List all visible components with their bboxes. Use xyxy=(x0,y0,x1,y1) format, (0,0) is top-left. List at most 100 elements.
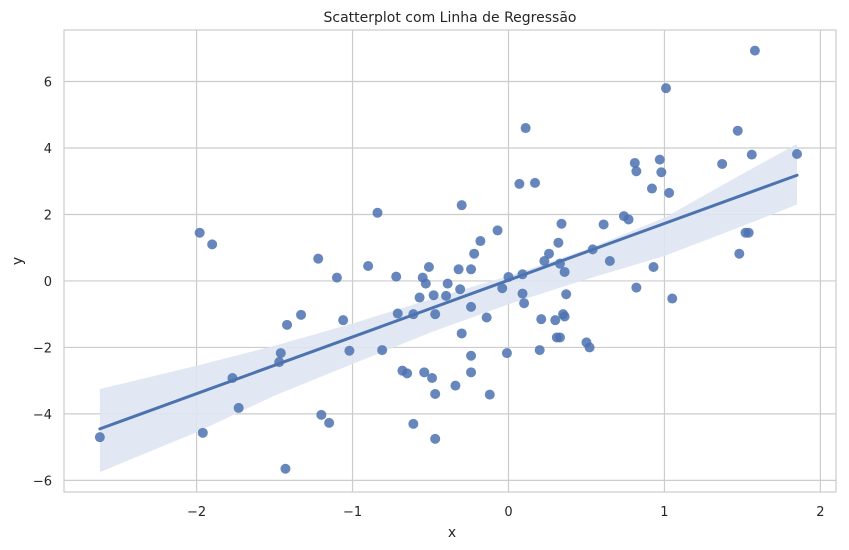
data-point xyxy=(194,227,205,238)
data-point xyxy=(556,218,567,229)
data-point xyxy=(324,417,335,428)
y-tick-label: 6 xyxy=(44,76,52,91)
data-point xyxy=(456,328,467,339)
data-point xyxy=(654,154,665,165)
data-point xyxy=(280,463,291,474)
data-point xyxy=(732,125,743,136)
y-tick-label: −2 xyxy=(33,341,52,356)
data-point xyxy=(466,367,477,378)
data-point xyxy=(420,278,431,289)
y-tick-label: 0 xyxy=(44,275,52,290)
data-point xyxy=(377,345,388,356)
y-tick-labels: −6 −4 −2 0 2 4 6 xyxy=(33,76,52,490)
data-point xyxy=(792,148,803,159)
data-point xyxy=(331,272,342,283)
data-point xyxy=(559,311,570,322)
data-point xyxy=(475,236,486,247)
x-tick-label: 1 xyxy=(660,505,668,520)
data-point xyxy=(746,149,757,160)
data-point xyxy=(664,187,675,198)
data-point xyxy=(554,332,565,343)
data-point xyxy=(316,409,327,420)
x-tick-label: −2 xyxy=(187,505,206,520)
data-point xyxy=(338,315,349,326)
data-point xyxy=(414,292,425,303)
data-point xyxy=(296,309,307,320)
data-point xyxy=(197,427,208,438)
data-point xyxy=(561,289,572,300)
data-point xyxy=(550,315,561,326)
data-point xyxy=(623,214,634,225)
y-tick-label: −6 xyxy=(33,474,52,489)
data-point xyxy=(536,314,547,325)
data-point xyxy=(282,319,293,330)
data-point xyxy=(539,256,550,266)
data-point xyxy=(233,402,244,413)
data-point xyxy=(604,256,615,266)
x-tick-label: 2 xyxy=(816,505,824,520)
x-tick-label: 0 xyxy=(504,505,512,520)
data-point xyxy=(584,342,595,353)
data-point xyxy=(517,288,528,299)
data-point xyxy=(344,345,355,356)
data-point xyxy=(275,348,286,359)
data-point xyxy=(441,290,452,301)
data-point xyxy=(423,261,434,272)
data-point xyxy=(717,158,728,169)
data-point xyxy=(529,177,540,188)
data-point xyxy=(743,227,754,238)
data-point xyxy=(631,282,642,293)
data-point xyxy=(419,367,430,378)
data-point xyxy=(534,345,545,356)
x-tick-label: −1 xyxy=(343,505,362,520)
data-point xyxy=(313,253,324,264)
data-point xyxy=(455,284,466,295)
data-point xyxy=(456,200,467,211)
data-point xyxy=(402,368,413,379)
data-point xyxy=(514,178,525,189)
data-point xyxy=(484,389,495,400)
x-tick-labels: −2 −1 0 1 2 xyxy=(187,505,825,520)
data-point xyxy=(648,261,659,272)
data-point xyxy=(450,380,461,391)
data-point xyxy=(734,248,745,259)
data-point xyxy=(466,301,477,312)
regression-line xyxy=(98,173,799,431)
data-point xyxy=(207,239,218,250)
data-point xyxy=(363,260,374,271)
data-point xyxy=(442,278,453,289)
data-point xyxy=(497,283,508,294)
chart-title: Scatterplot com Linha de Regressão xyxy=(324,10,577,26)
data-point xyxy=(519,298,530,309)
data-point xyxy=(427,372,438,383)
data-point xyxy=(492,225,503,236)
data-point xyxy=(469,248,480,259)
x-axis-label: x xyxy=(448,525,456,541)
data-point xyxy=(631,166,642,177)
data-point xyxy=(598,219,609,230)
data-point xyxy=(430,309,441,320)
data-point xyxy=(667,293,678,304)
data-point xyxy=(391,271,402,282)
data-point xyxy=(372,207,383,218)
data-point xyxy=(481,312,492,323)
data-point xyxy=(559,266,570,277)
data-point xyxy=(430,433,441,444)
data-point xyxy=(749,45,760,56)
data-point xyxy=(392,308,403,319)
data-point xyxy=(408,418,419,429)
data-point xyxy=(466,350,477,361)
data-point xyxy=(428,290,439,301)
confidence-band xyxy=(99,144,797,473)
data-point xyxy=(553,237,564,248)
data-point xyxy=(501,348,512,359)
data-point xyxy=(94,432,105,443)
data-point xyxy=(520,123,531,134)
plot-frame xyxy=(63,29,837,493)
scatter-points xyxy=(94,45,803,474)
data-point xyxy=(646,183,657,194)
data-point xyxy=(430,388,441,399)
data-point xyxy=(544,248,555,259)
data-point xyxy=(656,167,667,178)
